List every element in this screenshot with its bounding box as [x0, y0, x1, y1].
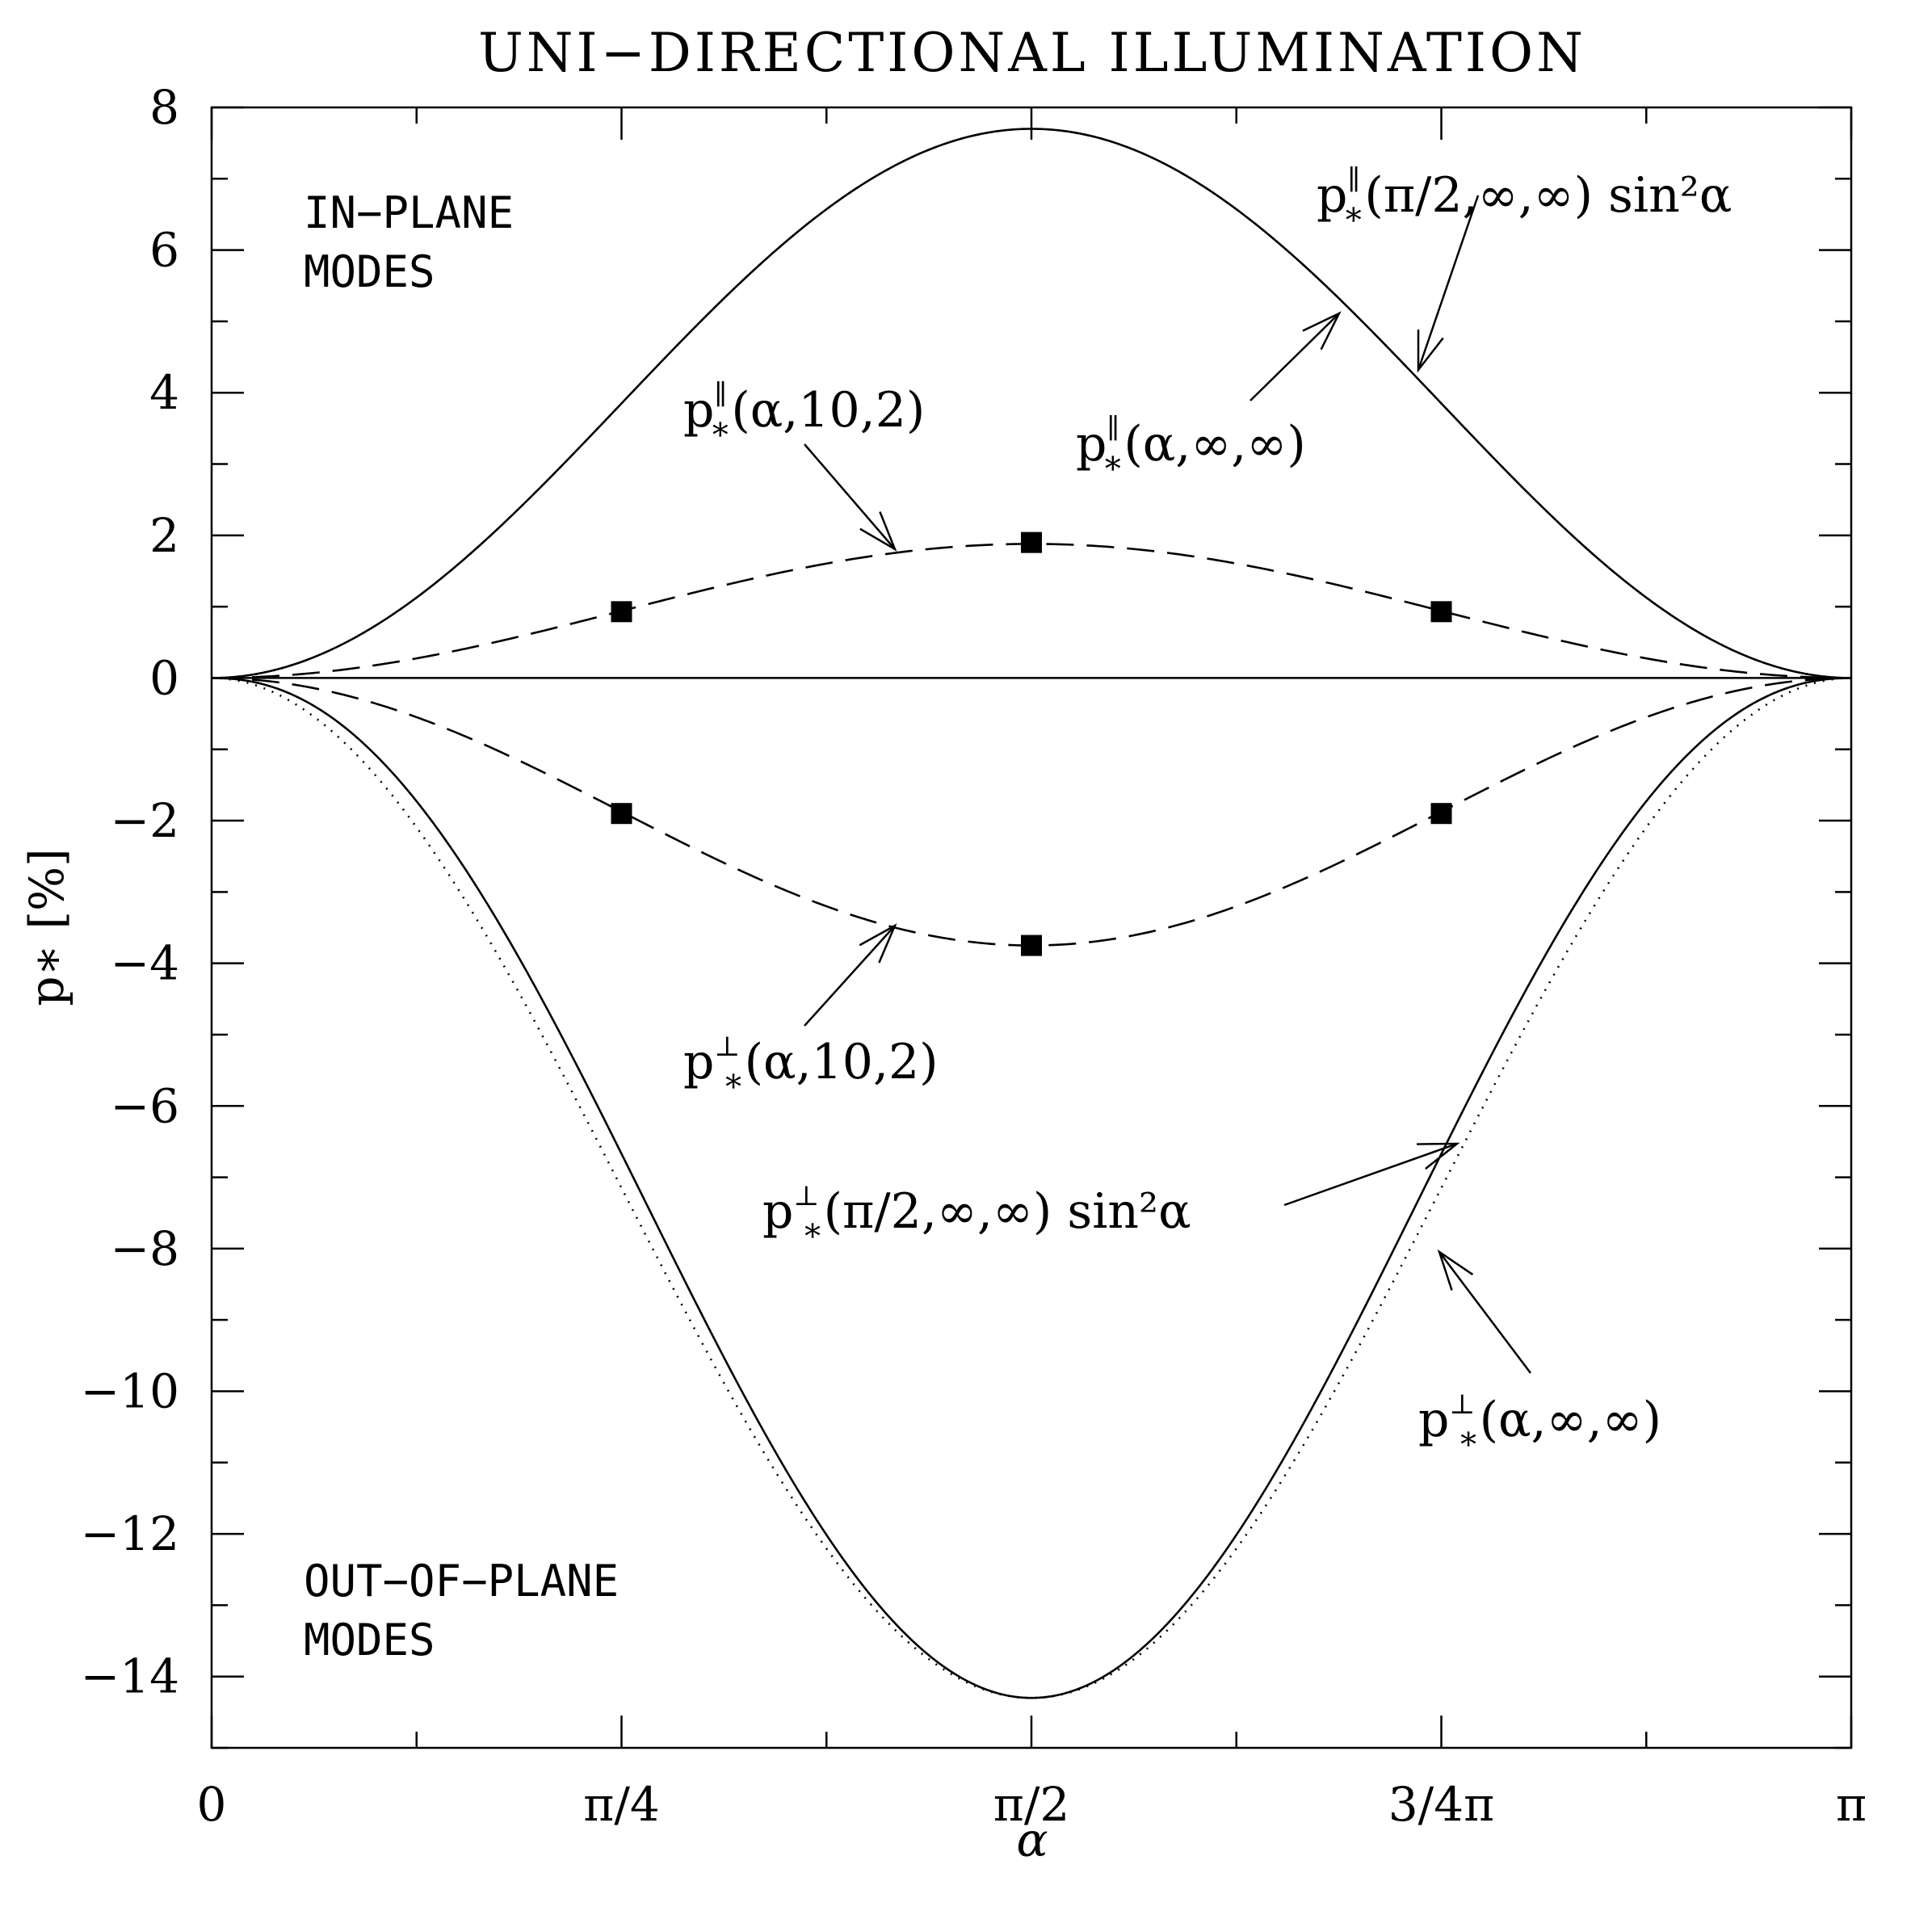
arrow-shaft	[804, 925, 896, 1027]
label-in-plane-10-2: p∥ ∗(α,10,2)	[683, 379, 925, 447]
arrow-head	[1416, 1142, 1460, 1170]
square-marker	[1021, 531, 1043, 553]
arrow-out-of-plane-10-2	[804, 923, 897, 1027]
y-tick-label: 2	[149, 508, 179, 563]
y-tick-label: −12	[81, 1506, 179, 1561]
label-out-of-plane-10-2: p⊥ ∗(α,10,2)	[683, 1031, 939, 1099]
arrow-head	[859, 923, 897, 964]
y-tick-label: −14	[81, 1649, 179, 1704]
square-marker	[1430, 803, 1452, 825]
arrow-in-plane-exact	[1250, 311, 1342, 401]
in-plane-annotation-line1: IN−PLANE	[304, 187, 514, 238]
y-tick-label: 8	[149, 80, 179, 135]
label-out-of-plane-sin2: p⊥ ∗(π/2,∞,∞) sin²α	[762, 1180, 1191, 1249]
x-tick-label: π/4	[583, 1777, 660, 1832]
markers	[611, 531, 1452, 956]
y-tick-label: 0	[149, 650, 179, 705]
y-tick-label: −2	[111, 793, 180, 848]
tick-marks	[210, 106, 1853, 1749]
square-marker	[611, 601, 632, 623]
curve-in-plane-sin2	[211, 128, 1852, 679]
y-tick-label: −4	[111, 936, 180, 991]
arrow-shaft	[804, 443, 896, 550]
arrow-out-of-plane-sin2	[1283, 1142, 1460, 1207]
arrow-head	[1417, 330, 1444, 373]
x-tick-label: 0	[197, 1777, 227, 1832]
in-plane-annotation-line2: MODES	[304, 246, 435, 297]
arrow-head	[859, 511, 897, 552]
arrow-head	[1437, 1249, 1474, 1291]
square-marker	[1021, 934, 1043, 956]
x-tick-label: 3/4π	[1388, 1777, 1494, 1832]
y-tick-label: −6	[111, 1078, 180, 1133]
x-tick-label: π/2	[993, 1777, 1070, 1832]
label-out-of-plane-exact: p⊥ ∗(α,∞,∞)	[1418, 1388, 1661, 1457]
label-in-plane-exact: p∥ ∗(α,∞,∞)	[1076, 413, 1306, 481]
y-tick-label: 4	[149, 365, 179, 420]
arrow-shaft	[1417, 195, 1480, 371]
curve-out-of-plane-exact	[211, 677, 1852, 1699]
y-tick-label: −8	[111, 1221, 180, 1276]
y-tick-label: −10	[81, 1363, 179, 1418]
out-of-plane-annotation-line2: MODES	[304, 1615, 435, 1665]
y-tick-label: 6	[149, 223, 179, 278]
chart-title: UNI−DIRECTIONAL ILLUMINATION	[478, 22, 1586, 84]
arrow-in-plane-sin2	[1417, 195, 1480, 373]
x-tick-label: π	[1836, 1777, 1867, 1832]
curves	[211, 128, 1852, 1699]
arrow-shaft	[1438, 1251, 1531, 1374]
arrow-out-of-plane-exact	[1437, 1249, 1531, 1374]
label-in-plane-sin2: p∥ ∗(π/2,∞,∞) sin²α	[1317, 164, 1732, 233]
tick-labels: 8 6 4 2 0 −2 −4 −6 −8 −10 −12 −14 0 π/4 π/2 3/4π π	[81, 80, 1867, 1832]
square-marker	[611, 803, 632, 825]
out-of-plane-annotation-line1: OUT−OF−PLANE	[304, 1556, 619, 1606]
arrow-shaft	[1283, 1142, 1458, 1207]
annotation-arrows	[804, 195, 1531, 1374]
x-axis-label: α	[1016, 1812, 1048, 1867]
arrow-shaft	[1250, 313, 1340, 401]
arrow-head	[1302, 311, 1342, 351]
square-marker	[1430, 601, 1452, 623]
arrow-in-plane-10-2	[804, 443, 897, 552]
y-axis-label: p∗ [%]	[19, 848, 74, 1006]
